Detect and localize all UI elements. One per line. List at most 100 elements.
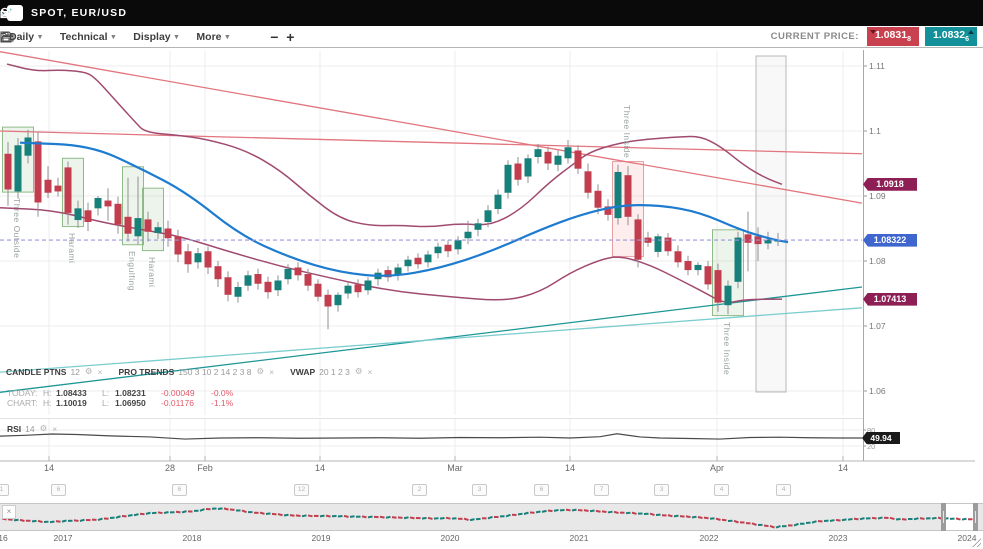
- blue-moving-average-line: [19, 141, 789, 277]
- candle: [524, 158, 532, 177]
- chevron-down-icon: ▾: [225, 32, 230, 41]
- candle: [424, 254, 432, 263]
- candle: [214, 266, 222, 280]
- chevron-down-icon: ▾: [38, 32, 42, 41]
- candle: [24, 137, 32, 156]
- candle: [604, 206, 612, 215]
- menu-display[interactable]: Display ▾: [124, 31, 187, 43]
- measure-selection-box[interactable]: [755, 55, 787, 393]
- bid-price: 1.0831: [874, 28, 908, 41]
- menu-technical-label: Technical: [59, 30, 108, 43]
- gear-icon[interactable]: ⚙: [39, 423, 48, 433]
- navigator-year-label: 2019: [311, 533, 331, 543]
- calendar-event-icon[interactable]: 3: [654, 484, 669, 496]
- candle: [234, 287, 242, 297]
- title-bar: SPOT, EUR/USD: [0, 0, 983, 26]
- remove-indicator-icon[interactable]: ×: [269, 366, 275, 377]
- candle: [194, 253, 202, 263]
- calendar-event-icon[interactable]: 12: [294, 484, 309, 496]
- calendar-event-icon[interactable]: 4: [776, 484, 791, 496]
- candle: [134, 218, 142, 237]
- navigator-close-button[interactable]: ×: [2, 505, 16, 519]
- calendar-event-icon[interactable]: 6: [534, 484, 549, 496]
- envelope-upper-line: [6, 63, 783, 228]
- remove-indicator-icon[interactable]: ×: [367, 366, 373, 377]
- calendar-event-icon[interactable]: 2: [412, 484, 427, 496]
- navigator-selected-window[interactable]: [946, 504, 973, 530]
- candle: [664, 237, 672, 252]
- candle: [414, 257, 422, 265]
- candle: [514, 163, 522, 180]
- candle: [704, 266, 712, 285]
- gear-icon[interactable]: ⚙: [84, 366, 93, 376]
- candlestick-series[interactable]: [4, 129, 782, 330]
- candle: [164, 228, 172, 239]
- resize-grip[interactable]: [972, 538, 981, 547]
- candle: [594, 190, 602, 208]
- candle: [104, 200, 112, 207]
- main-price-chart[interactable]: [0, 47, 983, 415]
- chevron-down-icon: ▾: [174, 32, 179, 41]
- candle: [54, 185, 62, 192]
- calendar-event-icon[interactable]: 3: [472, 484, 487, 496]
- candle: [494, 194, 502, 209]
- candle: [714, 270, 722, 303]
- candle: [734, 237, 742, 282]
- zoom-in-button[interactable]: +: [286, 28, 295, 45]
- candle: [154, 227, 162, 234]
- candle: [274, 280, 282, 291]
- pink-trendline: [0, 51, 863, 204]
- gear-icon[interactable]: ⚙: [354, 366, 363, 376]
- gear-icon[interactable]: ⚙: [256, 366, 265, 376]
- candle: [484, 210, 492, 222]
- calendar-event-icon[interactable]: 4: [714, 484, 729, 496]
- candle: [454, 240, 462, 250]
- calendar-event-icon[interactable]: 6: [51, 484, 66, 496]
- candle: [644, 237, 652, 243]
- calendar-event-icon[interactable]: 6: [172, 484, 187, 496]
- candle: [584, 171, 592, 193]
- candle: [124, 216, 132, 234]
- popout-button[interactable]: [0, 1, 955, 25]
- navigator-year-label: 2022: [699, 533, 719, 543]
- menu-daily[interactable]: Daily ▾: [0, 31, 51, 43]
- menu-daily-label: Daily: [9, 30, 35, 43]
- candle: [534, 149, 542, 157]
- menu-more[interactable]: More ▾: [187, 31, 238, 43]
- candle: [434, 246, 442, 254]
- window-controls: [0, 1, 977, 25]
- menu-technical[interactable]: Technical ▾: [51, 31, 124, 43]
- candle: [364, 280, 372, 291]
- candle: [614, 171, 622, 219]
- candle: [474, 223, 482, 230]
- candle: [504, 164, 512, 193]
- candle: [694, 264, 702, 271]
- bid-price-badge: 1.08318: [866, 26, 919, 47]
- ask-price: 1.0832: [932, 28, 966, 41]
- candle: [224, 277, 232, 295]
- calendar-event-icon[interactable]: 7: [594, 484, 609, 496]
- candle: [574, 150, 582, 169]
- candle: [294, 267, 302, 276]
- navigator-year-label: 2020: [440, 533, 460, 543]
- minimize-button[interactable]: [1, 1, 933, 25]
- candle: [284, 268, 292, 280]
- navigator-chart[interactable]: [0, 503, 983, 531]
- remove-indicator-icon[interactable]: ×: [97, 366, 103, 377]
- candle: [304, 274, 312, 286]
- navigator-series: [1, 507, 973, 529]
- navigator-year-label: 2023: [828, 533, 848, 543]
- zoom-out-button[interactable]: −: [270, 28, 279, 45]
- close-icon[interactable]: [1, 1, 977, 25]
- calendar-event-icon[interactable]: 1: [0, 484, 9, 496]
- candle: [654, 236, 662, 252]
- candle: [354, 284, 362, 293]
- candle: [174, 236, 182, 255]
- candle: [314, 283, 322, 297]
- navigator-year-label: 2017: [53, 533, 73, 543]
- candle: [464, 231, 472, 239]
- rsi-panel[interactable]: [0, 415, 983, 466]
- navigator-year-label: 2021: [569, 533, 589, 543]
- remove-indicator-icon[interactable]: ×: [52, 423, 58, 434]
